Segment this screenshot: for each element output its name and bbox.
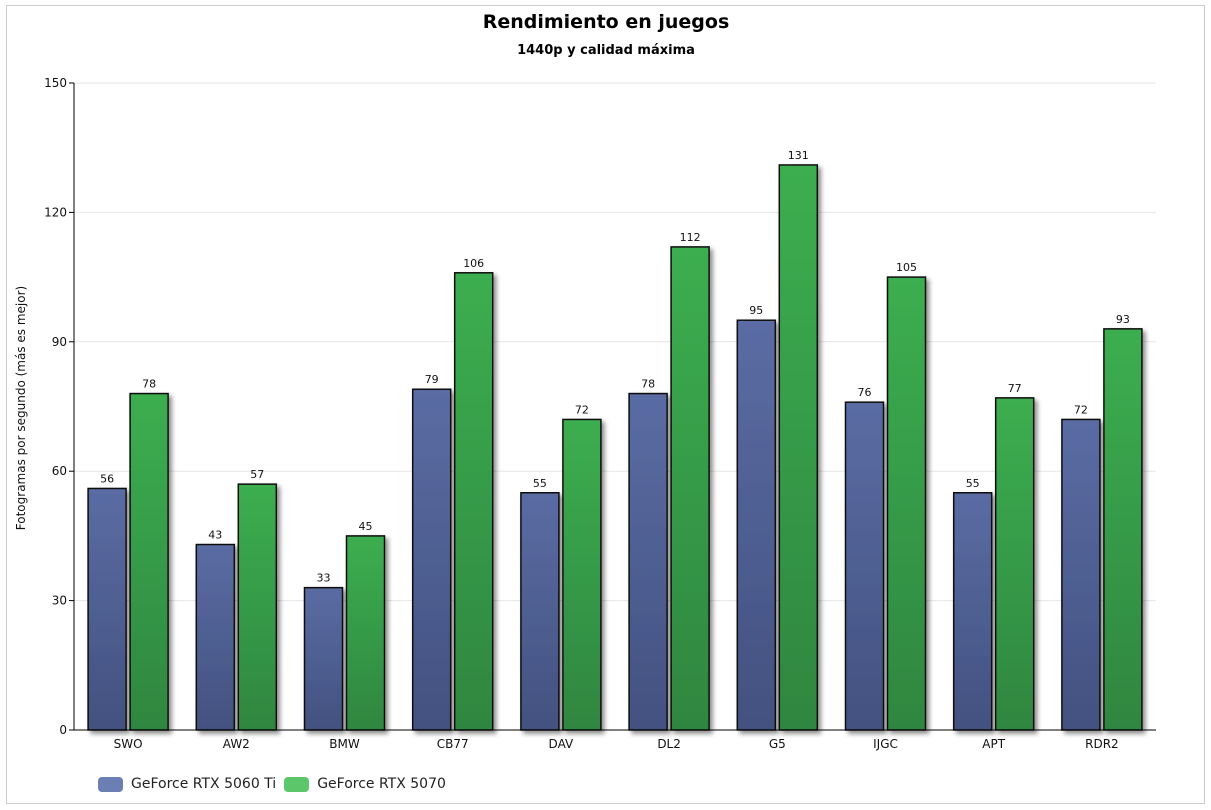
x-tick-label: CB77 — [437, 737, 469, 751]
legend-label: GeForce RTX 5070 — [317, 776, 446, 792]
data-label: 78 — [641, 378, 655, 391]
data-label: 72 — [1074, 403, 1088, 416]
x-tick-label: SWO — [114, 737, 143, 751]
bar-dl2-series-0[interactable] — [628, 392, 668, 731]
x-tick-label: BMW — [329, 737, 360, 751]
bar-dav-series-0[interactable] — [520, 492, 560, 731]
y-tick-label: 120 — [44, 205, 67, 219]
bar-aw2-series-0[interactable] — [195, 543, 236, 731]
y-tick-label: 60 — [52, 464, 67, 478]
bar-ijgc-series-0[interactable] — [844, 401, 885, 731]
data-label: 43 — [208, 529, 222, 542]
y-tick-label: 30 — [52, 594, 67, 608]
bar-swo-series-1[interactable] — [129, 392, 169, 731]
data-label: 79 — [425, 373, 439, 386]
legend-item-rtx-5070[interactable]: GeForce RTX 5070 — [284, 776, 446, 792]
y-tick-label: 150 — [44, 76, 67, 90]
y-axis-label: Fotogramas por segundo (más es mejor) — [14, 286, 28, 530]
bar-ijgc-series-1[interactable] — [886, 276, 927, 731]
bar-rdr2-series-1[interactable] — [1103, 328, 1143, 731]
data-label: 78 — [142, 378, 156, 391]
data-label: 106 — [463, 257, 484, 270]
bar-aw2-series-1[interactable] — [237, 483, 278, 731]
bar-apt-series-0[interactable] — [952, 492, 993, 731]
legend: GeForce RTX 5060 Ti GeForce RTX 5070 — [98, 776, 454, 792]
bar-cb77-series-0[interactable] — [411, 388, 452, 731]
legend-label: GeForce RTX 5060 Ti — [131, 776, 277, 792]
legend-swatch — [284, 776, 310, 792]
data-label: 57 — [250, 468, 264, 481]
legend-item-rtx-5060-ti[interactable]: GeForce RTX 5060 Ti — [98, 776, 276, 792]
data-label: 93 — [1116, 313, 1130, 326]
bar-rdr2-series-0[interactable] — [1061, 418, 1101, 731]
bar-cb77-series-1[interactable] — [453, 272, 494, 731]
data-label: 77 — [1008, 382, 1022, 395]
bar-dl2-series-1[interactable] — [670, 246, 710, 731]
data-label: 72 — [575, 403, 589, 416]
chart-frame — [6, 5, 1205, 804]
data-label: 56 — [100, 472, 114, 485]
data-label: 105 — [896, 261, 917, 274]
x-tick-label: DAV — [549, 737, 574, 751]
bar-bmw-series-1[interactable] — [345, 535, 386, 731]
data-label: 95 — [749, 304, 763, 317]
data-label: 112 — [680, 231, 701, 244]
bar-dav-series-1[interactable] — [562, 418, 602, 731]
x-tick-label: RDR2 — [1085, 737, 1119, 751]
chart-title: Rendimiento en juegos — [483, 11, 730, 33]
x-tick-label: APT — [982, 737, 1005, 751]
x-tick-label: IJGC — [873, 737, 898, 751]
data-label: 55 — [966, 477, 980, 490]
data-label: 33 — [317, 572, 331, 585]
x-tick-label: DL2 — [657, 737, 681, 751]
x-tick-label: AW2 — [223, 737, 250, 751]
data-label: 45 — [359, 520, 373, 533]
bar-swo-series-0[interactable] — [87, 487, 127, 731]
bar-bmw-series-0[interactable] — [303, 586, 344, 731]
data-label: 131 — [788, 149, 809, 162]
legend-swatch — [98, 776, 123, 792]
data-label: 76 — [858, 386, 872, 399]
bar-g5-series-0[interactable] — [736, 319, 777, 731]
bar-apt-series-1[interactable] — [994, 397, 1035, 731]
data-label: 55 — [533, 477, 547, 490]
y-tick-label: 90 — [52, 335, 67, 349]
y-tick-label: 0 — [59, 723, 67, 737]
bar-g5-series-1[interactable] — [778, 164, 819, 731]
chart-subtitle: 1440p y calidad máxima — [517, 43, 695, 58]
x-tick-label: G5 — [769, 737, 786, 751]
